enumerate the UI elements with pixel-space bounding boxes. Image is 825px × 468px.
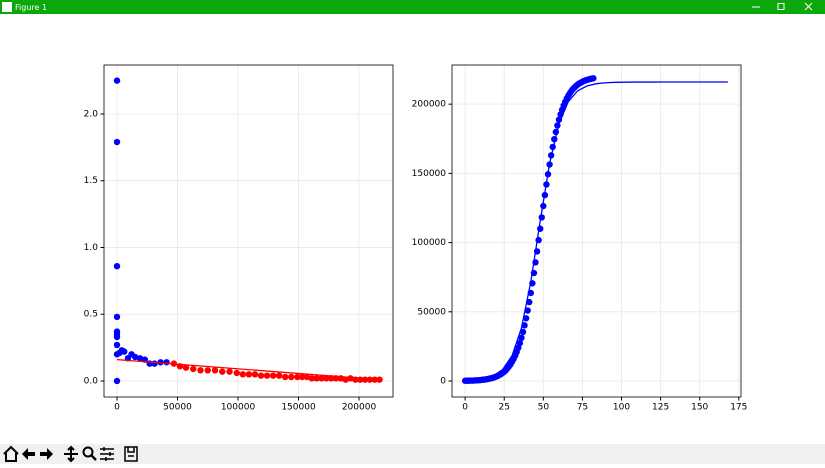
point bbox=[182, 364, 190, 371]
axes-frame bbox=[103, 64, 394, 398]
x-tick-label: 50000 bbox=[163, 403, 192, 413]
x-tick-label: 50 bbox=[538, 403, 550, 413]
point bbox=[294, 373, 301, 381]
point bbox=[131, 353, 139, 361]
x-tick-label: 125 bbox=[652, 403, 669, 413]
point bbox=[288, 373, 295, 381]
restore-button[interactable] bbox=[777, 3, 785, 10]
close-button[interactable] bbox=[804, 2, 813, 11]
point bbox=[308, 375, 316, 382]
home-button[interactable] bbox=[3, 445, 19, 462]
x-tick-label: 175 bbox=[730, 403, 747, 413]
x-tick-label: 100000 bbox=[221, 403, 256, 413]
configure-button[interactable] bbox=[100, 447, 114, 461]
point bbox=[590, 75, 597, 82]
axes: 0 50000 100000 150000 200000 0.0 0.5 1.0 1.5 2.0 bbox=[84, 64, 394, 413]
point bbox=[157, 359, 164, 366]
point bbox=[113, 341, 121, 349]
point bbox=[204, 367, 211, 374]
point bbox=[113, 77, 121, 84]
point bbox=[298, 373, 306, 381]
toolbar bbox=[0, 444, 825, 464]
point bbox=[163, 359, 170, 366]
point bbox=[366, 376, 374, 383]
point bbox=[211, 367, 219, 374]
pan-button[interactable] bbox=[64, 445, 78, 463]
y-tick-label: 1.0 bbox=[84, 243, 99, 253]
x-tick-label: 100 bbox=[613, 403, 630, 413]
x-tick-label: 150 bbox=[691, 403, 708, 413]
point bbox=[113, 262, 121, 270]
point bbox=[323, 375, 330, 382]
point bbox=[518, 334, 525, 342]
back-button[interactable] bbox=[22, 448, 35, 460]
point bbox=[136, 355, 144, 362]
y-tick-label: 0.5 bbox=[84, 310, 98, 320]
x-tick-label: 75 bbox=[577, 403, 588, 413]
x-tick-label: 25 bbox=[499, 403, 510, 413]
point bbox=[537, 225, 544, 232]
y-tick-label: 1.5 bbox=[84, 176, 98, 186]
y-tick-label: 0.0 bbox=[84, 376, 99, 386]
point bbox=[197, 367, 204, 374]
y-tick-label: 100000 bbox=[412, 238, 447, 248]
fit-line bbox=[116, 358, 380, 381]
title-bar bbox=[0, 0, 825, 14]
point bbox=[519, 328, 527, 336]
point bbox=[113, 138, 121, 146]
point bbox=[275, 372, 283, 379]
x-tick-label: 0 bbox=[114, 403, 120, 413]
y-tick-label: 200000 bbox=[412, 100, 447, 110]
point bbox=[251, 371, 259, 378]
point bbox=[151, 360, 158, 367]
point bbox=[303, 373, 311, 381]
window-title: Figure 1 bbox=[15, 3, 47, 12]
point bbox=[516, 339, 524, 347]
x-tick-label: 0 bbox=[462, 403, 468, 413]
point bbox=[113, 313, 121, 321]
point bbox=[318, 375, 325, 382]
app-icon bbox=[2, 2, 12, 12]
point bbox=[190, 365, 197, 373]
axes: 0 25 50 75 100 125 150 175 0 50000 100000 150000 200… bbox=[412, 64, 747, 413]
point bbox=[233, 369, 240, 377]
forward-button[interactable] bbox=[40, 448, 53, 460]
point bbox=[257, 372, 265, 379]
point bbox=[281, 373, 289, 381]
point bbox=[342, 376, 349, 383]
zoom-button[interactable] bbox=[82, 446, 97, 461]
point bbox=[121, 348, 128, 355]
point bbox=[219, 368, 226, 375]
x-tick-label: 150000 bbox=[281, 403, 316, 413]
point bbox=[113, 333, 121, 341]
point bbox=[239, 371, 247, 378]
x-tick-label: 200000 bbox=[342, 403, 377, 413]
y-tick-label: 2.0 bbox=[84, 109, 99, 119]
y-tick-label: 50000 bbox=[417, 307, 446, 317]
point bbox=[522, 315, 530, 322]
point bbox=[226, 368, 233, 375]
y-tick-label: 150000 bbox=[412, 169, 447, 179]
point bbox=[245, 371, 253, 378]
point bbox=[524, 307, 531, 314]
save-button[interactable] bbox=[124, 446, 138, 462]
fit-line bbox=[465, 81, 728, 382]
axes-frame bbox=[451, 64, 742, 398]
point bbox=[263, 372, 271, 379]
y-tick-label: 0 bbox=[440, 376, 446, 386]
point bbox=[269, 372, 277, 379]
point bbox=[313, 375, 320, 382]
point bbox=[113, 377, 121, 385]
